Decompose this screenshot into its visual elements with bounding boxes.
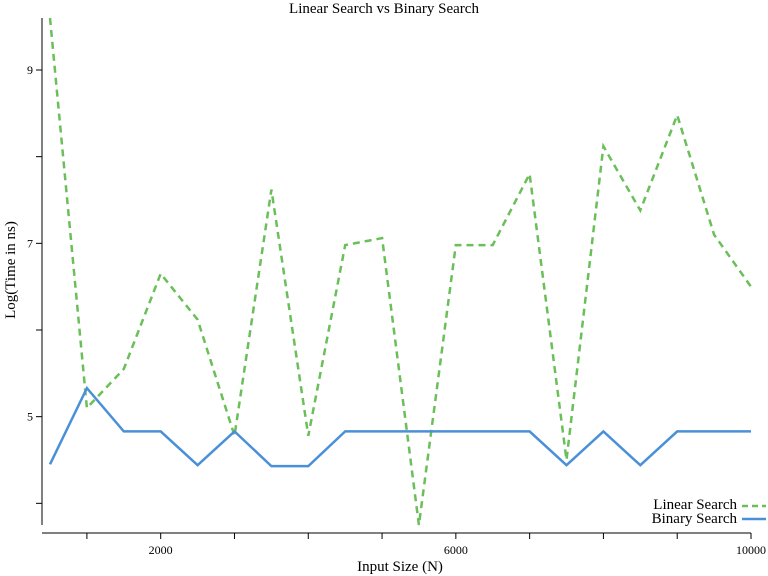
- x-tick-label: 6000: [444, 543, 468, 557]
- y-tick-label: 7: [27, 236, 33, 250]
- y-axis-title: Log(Time in ns): [3, 221, 19, 319]
- x-axis-title: Input Size (N): [357, 559, 443, 575]
- x-tick-label: 10000: [736, 543, 766, 557]
- legend-label-linear: Linear Search: [653, 497, 737, 513]
- series: [48, 17, 753, 526]
- y-tick-label: 9: [27, 63, 33, 77]
- chart-title: Linear Search vs Binary Search: [289, 1, 479, 17]
- y-ticks: 5 7 9: [27, 63, 42, 504]
- x-tick-label: 2000: [149, 543, 173, 557]
- legend-label-binary: Binary Search: [652, 511, 738, 527]
- axes: [41, 18, 751, 534]
- linear-search-line: [48, 17, 753, 526]
- binary-search-line: [48, 385, 751, 468]
- x-ticks: 2000 6000 10000: [86, 533, 766, 557]
- legend: Linear Search Binary Search: [652, 497, 766, 527]
- y-tick-label: 5: [27, 410, 33, 424]
